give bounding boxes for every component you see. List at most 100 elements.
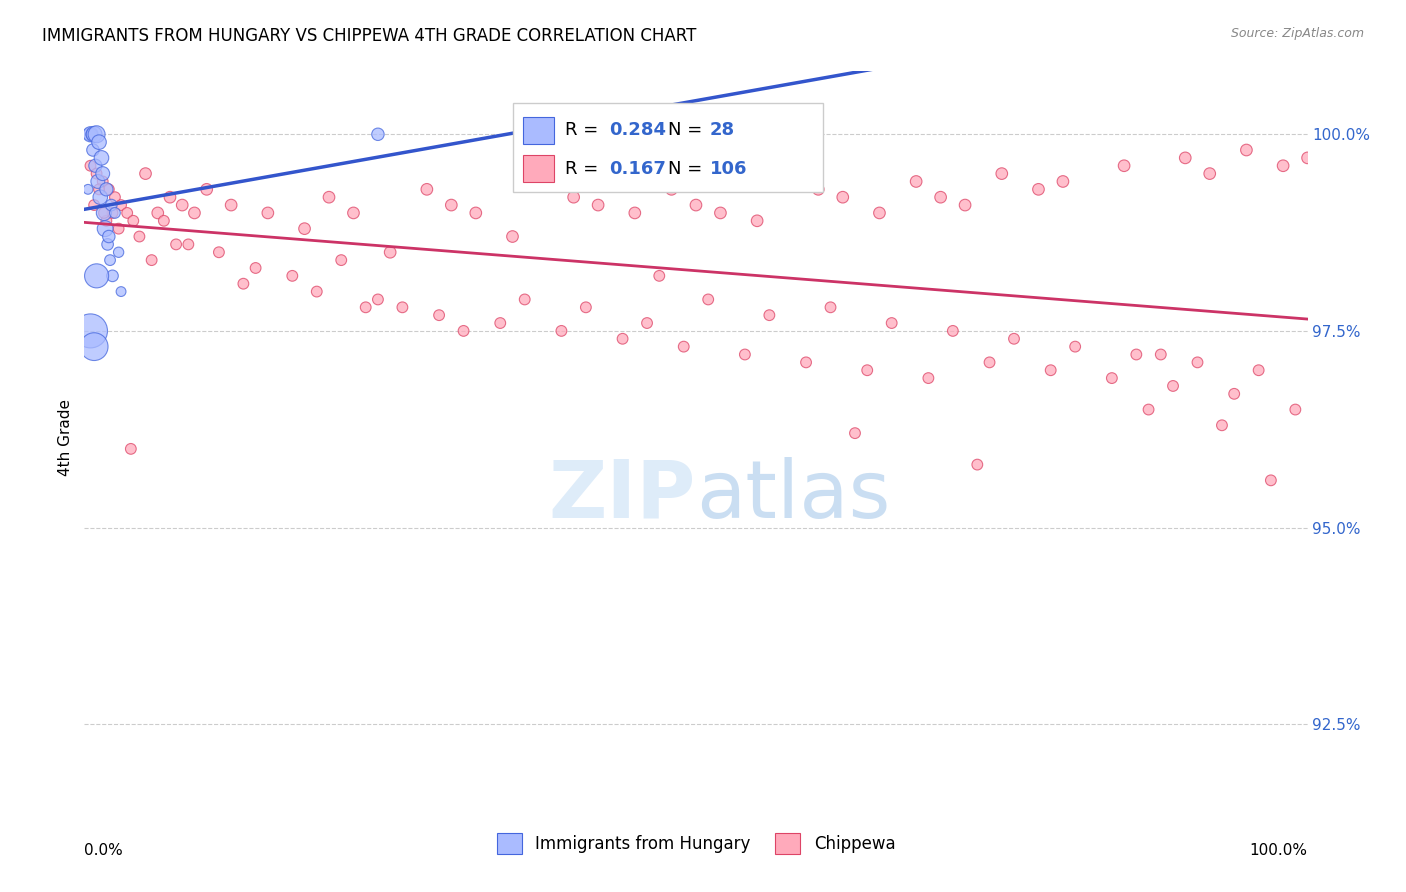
Point <box>502 229 524 244</box>
Point <box>1052 174 1074 188</box>
Point <box>183 206 205 220</box>
Point <box>80 128 103 142</box>
Point <box>538 174 561 188</box>
Point <box>219 198 242 212</box>
Point <box>367 128 389 142</box>
Point <box>94 221 117 235</box>
Point <box>513 293 536 307</box>
Point <box>89 190 111 204</box>
Point <box>820 301 842 315</box>
Point <box>96 214 118 228</box>
Point <box>905 174 928 188</box>
Point <box>709 206 731 220</box>
Point <box>104 206 127 220</box>
Point <box>391 301 413 315</box>
Point <box>734 347 756 361</box>
Point <box>991 167 1014 181</box>
Point <box>929 190 952 204</box>
Text: 28: 28 <box>710 121 735 139</box>
Point <box>1150 347 1173 361</box>
Y-axis label: 4th Grade: 4th Grade <box>58 399 73 475</box>
Point <box>93 206 115 220</box>
Point <box>1064 340 1087 354</box>
Point <box>128 229 150 244</box>
Point <box>97 229 120 244</box>
Point <box>1236 143 1258 157</box>
Text: N =: N = <box>668 121 707 139</box>
Point <box>110 285 132 299</box>
Point <box>354 301 377 315</box>
Text: 0.167: 0.167 <box>609 160 665 178</box>
Point <box>1211 418 1233 433</box>
Point <box>77 128 100 142</box>
Point <box>1260 473 1282 487</box>
Text: 0.0%: 0.0% <box>84 843 124 858</box>
Point <box>342 206 364 220</box>
Point <box>159 190 181 204</box>
Point <box>97 182 120 196</box>
Point <box>87 182 110 196</box>
Point <box>122 214 145 228</box>
Point <box>330 253 353 268</box>
Point <box>427 308 450 322</box>
Text: N =: N = <box>668 160 707 178</box>
Point <box>195 182 218 196</box>
Point <box>612 332 634 346</box>
Point <box>794 355 817 369</box>
Text: 0.284: 0.284 <box>609 121 666 139</box>
Point <box>367 293 389 307</box>
Point <box>305 285 328 299</box>
Point <box>84 159 107 173</box>
Point <box>83 128 105 142</box>
Point <box>942 324 965 338</box>
Point <box>783 167 806 181</box>
Point <box>1028 182 1050 196</box>
Point <box>318 190 340 204</box>
Point <box>1101 371 1123 385</box>
Point <box>1272 159 1295 173</box>
Point <box>672 340 695 354</box>
Point <box>1002 332 1025 346</box>
Point <box>79 159 101 173</box>
Legend: Immigrants from Hungary, Chippewa: Immigrants from Hungary, Chippewa <box>489 827 903 860</box>
Point <box>624 206 647 220</box>
Point <box>101 206 124 220</box>
Point <box>966 458 988 472</box>
Point <box>586 198 609 212</box>
Point <box>165 237 187 252</box>
Point <box>79 324 101 338</box>
Point <box>562 190 585 204</box>
Point <box>953 198 976 212</box>
Point <box>758 308 780 322</box>
Point <box>648 268 671 283</box>
Point <box>97 237 120 252</box>
Point <box>747 214 769 228</box>
Point <box>110 198 132 212</box>
Point <box>98 253 121 268</box>
Point <box>245 260 267 275</box>
Point <box>636 316 658 330</box>
Point <box>96 182 118 196</box>
Text: 106: 106 <box>710 160 748 178</box>
Point <box>1161 379 1184 393</box>
Point <box>1296 151 1319 165</box>
Point <box>83 198 105 212</box>
Point <box>86 268 108 283</box>
Point <box>87 135 110 149</box>
Text: ZIP: ZIP <box>548 457 696 534</box>
Point <box>440 198 463 212</box>
Point <box>294 221 316 235</box>
Point <box>1125 347 1147 361</box>
Point <box>380 245 402 260</box>
Point <box>120 442 142 456</box>
Text: 100.0%: 100.0% <box>1250 843 1308 858</box>
Point <box>685 198 707 212</box>
Point <box>104 190 127 204</box>
Point <box>82 143 104 157</box>
Point <box>416 182 439 196</box>
Point <box>77 182 100 196</box>
Point <box>146 206 169 220</box>
Point <box>550 324 572 338</box>
Point <box>979 355 1001 369</box>
Point <box>807 182 830 196</box>
